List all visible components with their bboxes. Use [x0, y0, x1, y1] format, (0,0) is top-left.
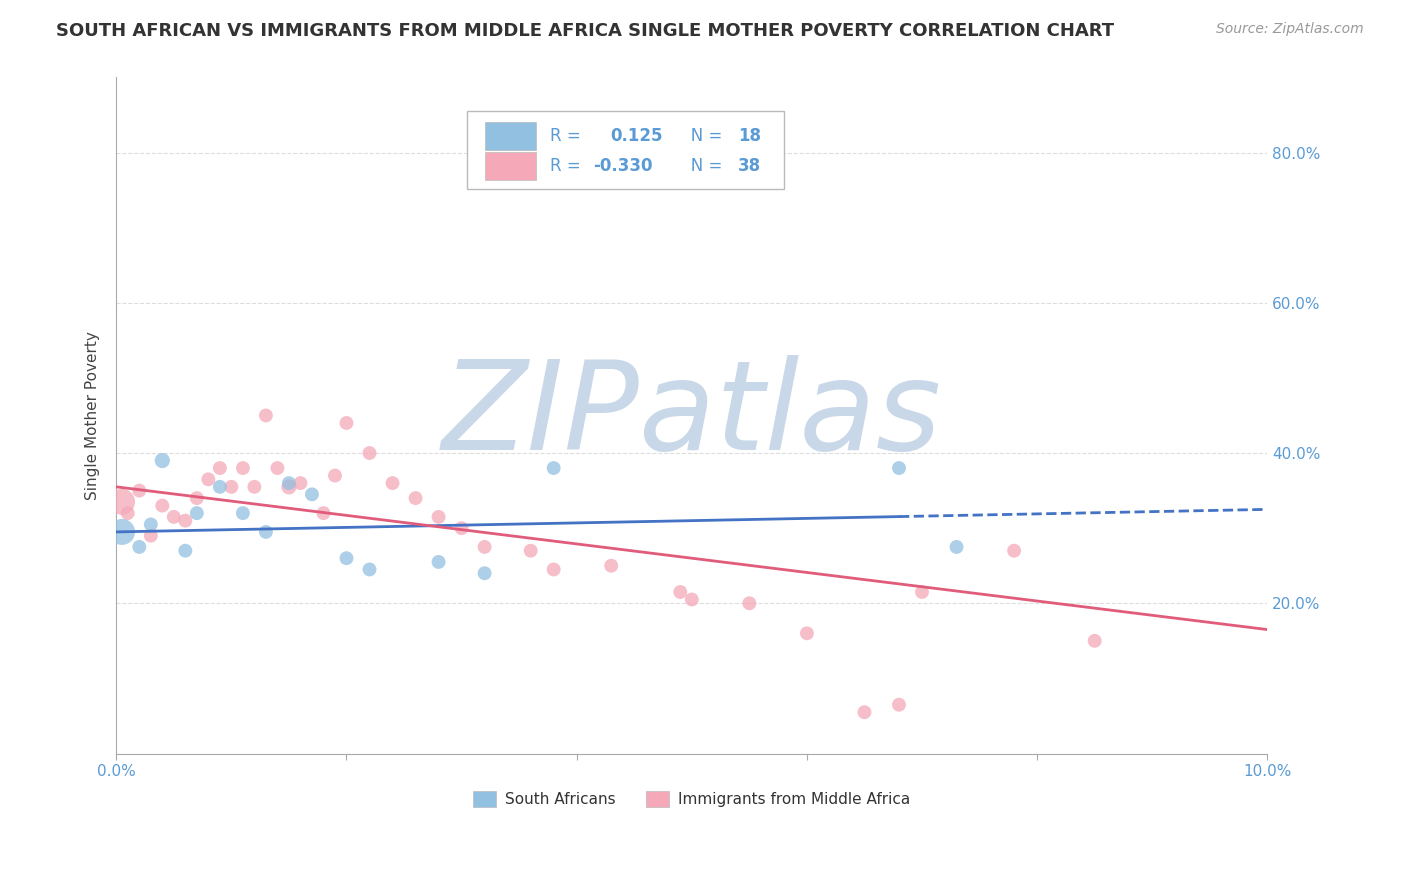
Point [359, 562, 381, 576]
Point [323, 468, 346, 483]
FancyBboxPatch shape [485, 122, 537, 151]
Text: N =: N = [675, 157, 727, 175]
Point [290, 476, 312, 491]
Point [1002, 543, 1025, 558]
Point [312, 506, 335, 520]
Point [254, 409, 277, 423]
Point [381, 476, 404, 491]
Point [150, 453, 173, 467]
Point [186, 491, 208, 505]
Text: N =: N = [675, 128, 727, 145]
Point [174, 514, 197, 528]
Point [301, 487, 323, 501]
Point [128, 540, 150, 554]
Point [669, 585, 692, 599]
Point [887, 461, 910, 475]
Text: R =: R = [550, 128, 596, 145]
Point [474, 566, 496, 581]
Point [277, 480, 299, 494]
Point [335, 551, 357, 566]
Point [208, 461, 231, 475]
Point [945, 540, 967, 554]
Text: Source: ZipAtlas.com: Source: ZipAtlas.com [1216, 22, 1364, 37]
Point [427, 555, 450, 569]
Point [111, 495, 134, 509]
Point [174, 543, 197, 558]
Point [405, 491, 427, 505]
Point [519, 543, 541, 558]
Point [254, 524, 277, 539]
Point [600, 558, 623, 573]
Point [450, 521, 472, 535]
Text: 18: 18 [738, 128, 761, 145]
Point [117, 506, 139, 520]
Point [681, 592, 703, 607]
Point [232, 461, 254, 475]
Text: R =: R = [550, 157, 586, 175]
Point [128, 483, 150, 498]
Point [911, 585, 934, 599]
Point [738, 596, 761, 610]
Point [543, 562, 565, 576]
Point [266, 461, 288, 475]
FancyBboxPatch shape [467, 112, 785, 189]
Point [359, 446, 381, 460]
Point [427, 509, 450, 524]
Point [543, 461, 565, 475]
Point [163, 509, 186, 524]
Legend: South Africans, Immigrants from Middle Africa: South Africans, Immigrants from Middle A… [467, 785, 917, 814]
Point [243, 480, 266, 494]
Text: 0.125: 0.125 [610, 128, 662, 145]
Point [335, 416, 357, 430]
Text: -0.330: -0.330 [593, 157, 652, 175]
Point [796, 626, 818, 640]
Text: 38: 38 [738, 157, 761, 175]
Point [277, 476, 299, 491]
Point [111, 524, 134, 539]
Point [887, 698, 910, 712]
Point [853, 705, 876, 719]
Point [232, 506, 254, 520]
Point [139, 517, 162, 532]
Text: SOUTH AFRICAN VS IMMIGRANTS FROM MIDDLE AFRICA SINGLE MOTHER POVERTY CORRELATION: SOUTH AFRICAN VS IMMIGRANTS FROM MIDDLE … [56, 22, 1115, 40]
FancyBboxPatch shape [485, 152, 537, 180]
Text: ZIPatlas: ZIPatlas [441, 355, 942, 476]
Point [150, 499, 173, 513]
Point [197, 472, 219, 486]
Point [208, 480, 231, 494]
Point [221, 480, 243, 494]
Point [1084, 633, 1107, 648]
Point [186, 506, 208, 520]
Point [474, 540, 496, 554]
Y-axis label: Single Mother Poverty: Single Mother Poverty [86, 331, 100, 500]
Point [139, 529, 162, 543]
